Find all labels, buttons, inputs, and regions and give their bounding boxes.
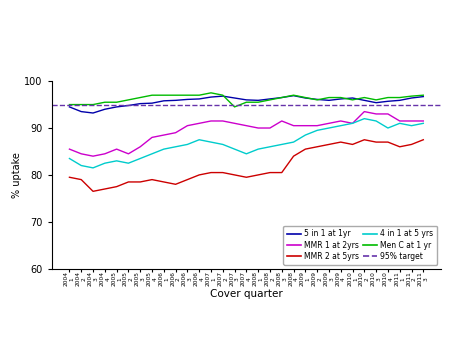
Text: Source: Public Health Wales quarterly COVER reports, correct as at November 2011: Source: Public Health Wales quarterly CO… <box>5 52 297 58</box>
Text: Aneurin Bevan Health Board trends in routine childhood: Aneurin Bevan Health Board trends in rou… <box>5 2 356 12</box>
Y-axis label: % uptake: % uptake <box>12 152 22 198</box>
Legend: 5 in 1 at 1yr, MMR 1 at 2yrs, MMR 2 at 5yrs, 4 in 1 at 5 yrs, Men C at 1 yr, 95%: 5 in 1 at 1yr, MMR 1 at 2yrs, MMR 2 at 5… <box>283 226 437 265</box>
X-axis label: Cover quarter: Cover quarter <box>210 289 283 299</box>
Text: Public Health Wales Vaccine Preventable Disease Programme - 2011: Public Health Wales Vaccine Preventable … <box>5 66 244 71</box>
Text: immunisations 2004 - 2011 Quarter 3: immunisations 2004 - 2011 Quarter 3 <box>5 29 239 39</box>
